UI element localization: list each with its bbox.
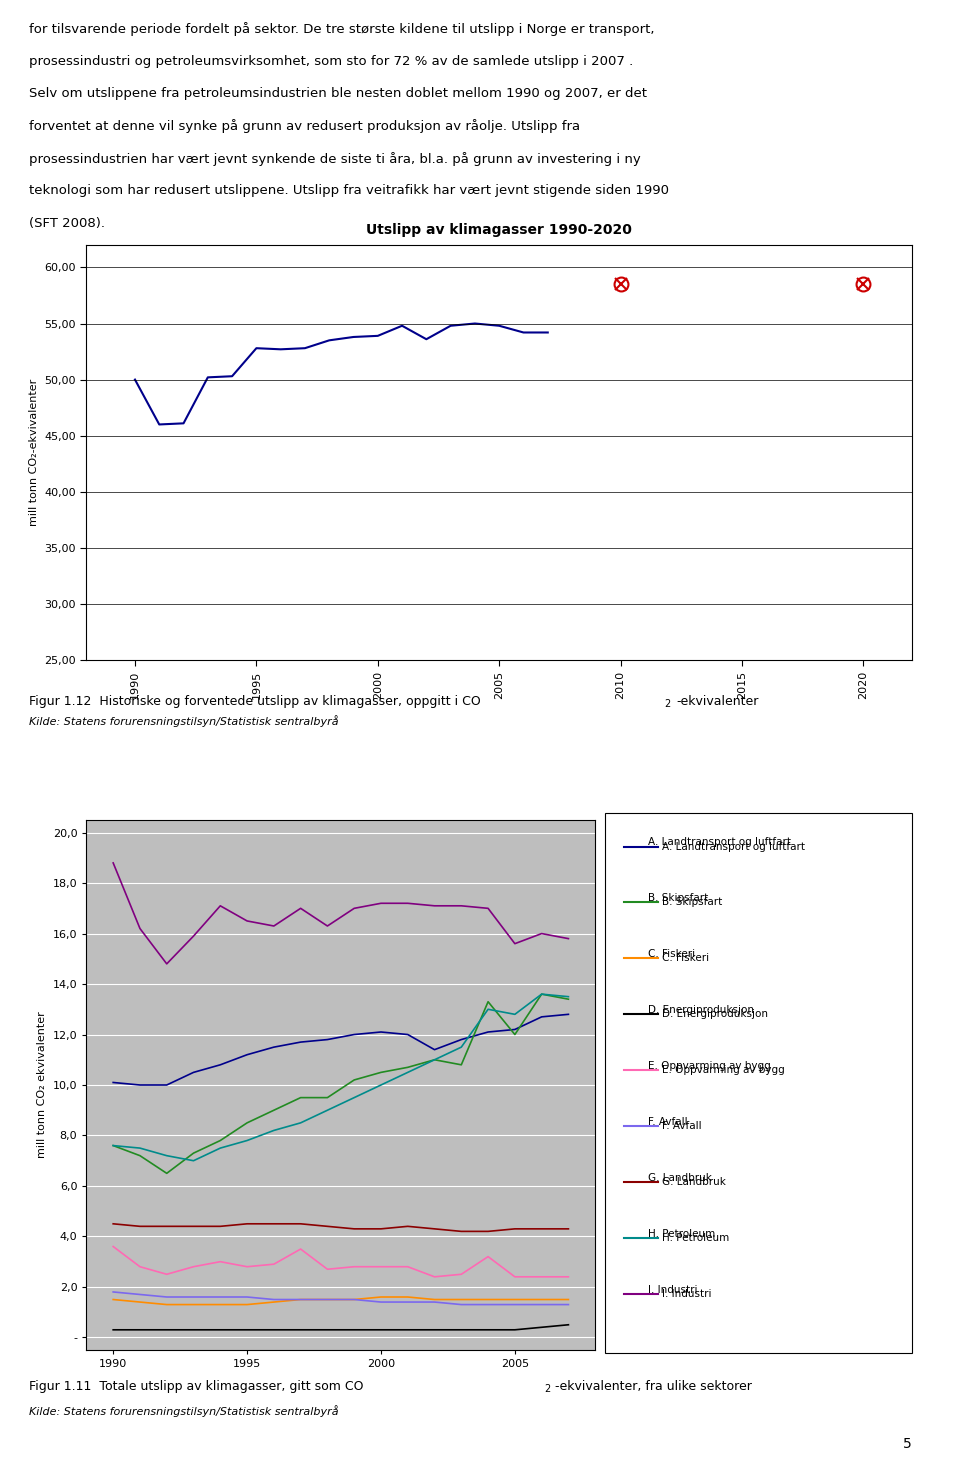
Text: for tilsvarende periode fordelt på sektor. De tre største kildene til utslipp i : for tilsvarende periode fordelt på sekto… xyxy=(29,22,655,35)
Text: I. Industri: I. Industri xyxy=(648,1284,698,1295)
Y-axis label: mill tonn CO₂ ekvivalenter: mill tonn CO₂ ekvivalenter xyxy=(37,1012,47,1158)
Text: A. Landtransport og luftfart: A. Landtransport og luftfart xyxy=(662,841,805,851)
Text: G. Landbruk: G. Landbruk xyxy=(648,1173,712,1183)
Text: Figur 1.11  Totale utslipp av klimagasser, gitt som CO: Figur 1.11 Totale utslipp av klimagasser… xyxy=(29,1380,363,1393)
Text: prosessindustri og petroleumsvirksomhet, som sto for 72 % av de samlede utslipp : prosessindustri og petroleumsvirksomhet,… xyxy=(29,55,633,68)
Text: F. Avfall: F. Avfall xyxy=(648,1117,687,1127)
Text: Selv om utslippene fra petroleumsindustrien ble nesten doblet mellom 1990 og 200: Selv om utslippene fra petroleumsindustr… xyxy=(29,87,647,100)
Text: C. Fiskeri: C. Fiskeri xyxy=(648,949,695,959)
Text: A. Landtransport og luftfart: A. Landtransport og luftfart xyxy=(648,837,791,847)
Text: 2: 2 xyxy=(544,1385,551,1395)
Text: C. Fiskeri: C. Fiskeri xyxy=(662,953,709,963)
Y-axis label: mill tonn CO₂-ekvivalenter: mill tonn CO₂-ekvivalenter xyxy=(29,379,38,526)
Text: forventet at denne vil synke på grunn av redusert produksjon av råolje. Utslipp : forventet at denne vil synke på grunn av… xyxy=(29,119,580,133)
Text: Figur 1.12  Historiske og forventede utslipp av klimagasser, oppgitt i CO: Figur 1.12 Historiske og forventede utsl… xyxy=(29,695,481,709)
Text: prosessindustrien har vært jevnt synkende de siste ti åra, bl.a. på grunn av inv: prosessindustrien har vært jevnt synkend… xyxy=(29,152,640,165)
Title: Utslipp av klimagasser 1990-2020: Utslipp av klimagasser 1990-2020 xyxy=(367,222,632,237)
Text: 2: 2 xyxy=(664,700,671,710)
Text: I. Industri: I. Industri xyxy=(662,1289,712,1299)
Text: F. Avfall: F. Avfall xyxy=(662,1121,702,1131)
Text: D. Energiproduksjon: D. Energiproduksjon xyxy=(662,1009,768,1019)
Text: H. Petroleum: H. Petroleum xyxy=(648,1228,715,1239)
Text: B. Skipsfart: B. Skipsfart xyxy=(648,893,708,903)
Text: G. Landbruk: G. Landbruk xyxy=(662,1177,727,1187)
Text: E. Oppvarming av bygg: E. Oppvarming av bygg xyxy=(662,1065,785,1075)
Text: teknologi som har redusert utslippene. Utslipp fra veitrafikk har vært jevnt sti: teknologi som har redusert utslippene. U… xyxy=(29,184,669,197)
Text: D. Energiproduksjon: D. Energiproduksjon xyxy=(648,1005,754,1015)
Text: Kilde: Statens forurensningstilsyn/Statistisk sentralbyrå: Kilde: Statens forurensningstilsyn/Stati… xyxy=(29,714,339,726)
Text: -ekvivalenter, fra ulike sektorer: -ekvivalenter, fra ulike sektorer xyxy=(555,1380,752,1393)
Text: 5: 5 xyxy=(903,1436,912,1451)
Text: -ekvivalenter: -ekvivalenter xyxy=(677,695,759,709)
Text: H. Petroleum: H. Petroleum xyxy=(662,1233,730,1243)
Text: Kilde: Statens forurensningstilsyn/Statistisk sentralbyrå: Kilde: Statens forurensningstilsyn/Stati… xyxy=(29,1405,339,1417)
Text: E. Oppvarming av bygg: E. Oppvarming av bygg xyxy=(648,1061,771,1071)
Text: B. Skipsfart: B. Skipsfart xyxy=(662,897,723,907)
Text: (SFT 2008).: (SFT 2008). xyxy=(29,217,105,230)
